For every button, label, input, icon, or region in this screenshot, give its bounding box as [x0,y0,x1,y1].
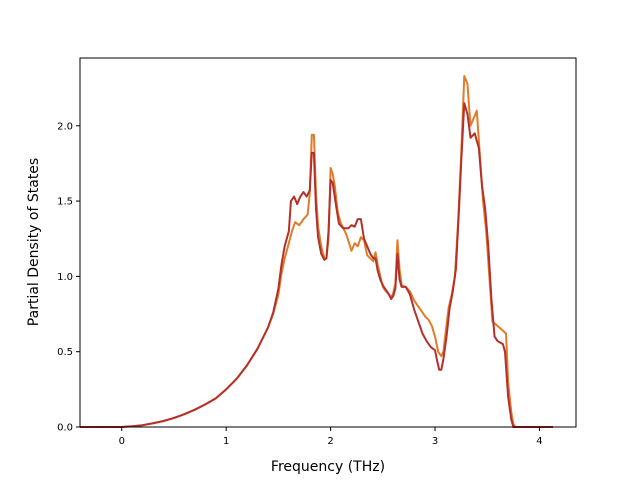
plot-frame [79,57,577,428]
y-axis-ticks: 0.0 0.5 1.0 1.5 2.0 [57,121,80,434]
x-tick-label: 3 [432,436,438,447]
y-tick-label: 2.0 [57,121,73,132]
y-tick-label: 0.5 [57,347,73,358]
x-tick-label: 2 [327,436,333,447]
x-tick-label: 0 [119,436,125,447]
series-layer [80,75,554,428]
y-tick-label: 1.0 [57,272,73,283]
series-line-2 [80,102,554,428]
x-axis-label: Frequency (THz) [271,459,385,475]
x-tick-label: 4 [536,436,542,447]
y-axis-label: Partial Density of States [26,158,42,326]
series-line-1 [80,75,554,428]
x-axis-ticks: 0 1 2 3 4 [119,427,543,447]
x-tick-label: 1 [223,436,229,447]
y-tick-label: 1.5 [57,197,73,208]
y-tick-label: 0.0 [57,423,73,434]
